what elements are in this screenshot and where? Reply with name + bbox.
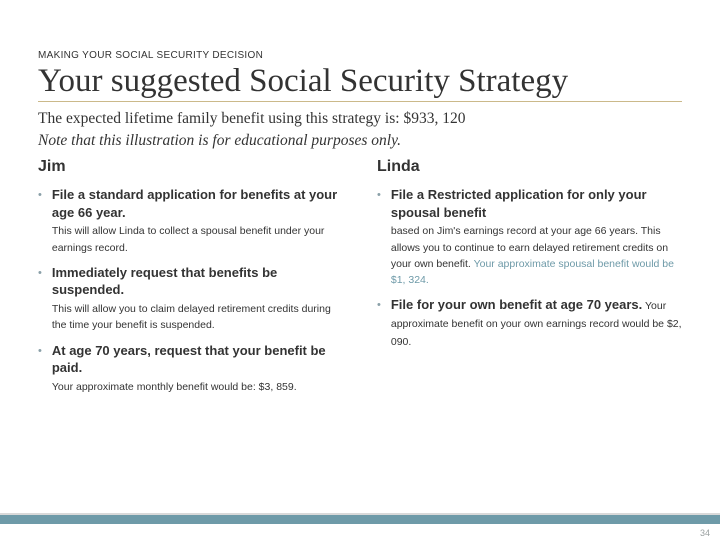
bullet-icon: • — [38, 345, 42, 395]
item-heading: Immediately request that benefits be sus… — [52, 265, 277, 298]
left-column: Jim • File a standard application for be… — [38, 158, 343, 403]
page-title: Your suggested Social Security Strategy — [38, 63, 682, 102]
subtitle-prefix: The expected lifetime family benefit usi… — [38, 110, 403, 127]
item-body: At age 70 years, request that your benef… — [52, 342, 343, 395]
list-item: • File for your own benefit at age 70 ye… — [377, 296, 682, 349]
footer-bar — [0, 515, 720, 524]
columns: Jim • File a standard application for be… — [38, 158, 682, 403]
item-heading: File a standard application for benefits… — [52, 187, 337, 220]
item-detail: Your approximate monthly benefit would b… — [52, 379, 343, 395]
list-item: • File a Restricted application for only… — [377, 186, 682, 288]
item-heading: At age 70 years, request that your benef… — [52, 343, 326, 376]
item-body: File a Restricted application for only y… — [391, 186, 682, 288]
right-person-name: Linda — [377, 158, 682, 176]
bullet-icon: • — [377, 189, 381, 288]
disclaimer-note: Note that this illustration is for educa… — [38, 132, 682, 150]
item-body: File a standard application for benefits… — [52, 186, 343, 256]
item-body: File for your own benefit at age 70 year… — [391, 296, 682, 349]
page-number: 34 — [700, 528, 710, 538]
item-heading: File for your own benefit at age 70 year… — [391, 297, 642, 312]
item-detail: based on Jim's earnings record at your a… — [391, 223, 682, 288]
item-body: Immediately request that benefits be sus… — [52, 264, 343, 334]
item-detail: This will allow you to claim delayed ret… — [52, 301, 343, 334]
list-item: • File a standard application for benefi… — [38, 186, 343, 256]
left-person-name: Jim — [38, 158, 343, 176]
item-heading: File a Restricted application for only y… — [391, 187, 647, 220]
bullet-icon: • — [377, 299, 381, 349]
item-detail: This will allow Linda to collect a spous… — [52, 223, 343, 256]
subtitle: The expected lifetime family benefit usi… — [38, 110, 682, 128]
subtitle-value: $933, 120 — [403, 110, 465, 127]
bullet-icon: • — [38, 189, 42, 256]
list-item: • At age 70 years, request that your ben… — [38, 342, 343, 395]
bullet-icon: • — [38, 267, 42, 334]
kicker: MAKING YOUR SOCIAL SECURITY DECISION — [38, 50, 682, 61]
list-item: • Immediately request that benefits be s… — [38, 264, 343, 334]
right-column: Linda • File a Restricted application fo… — [377, 158, 682, 403]
